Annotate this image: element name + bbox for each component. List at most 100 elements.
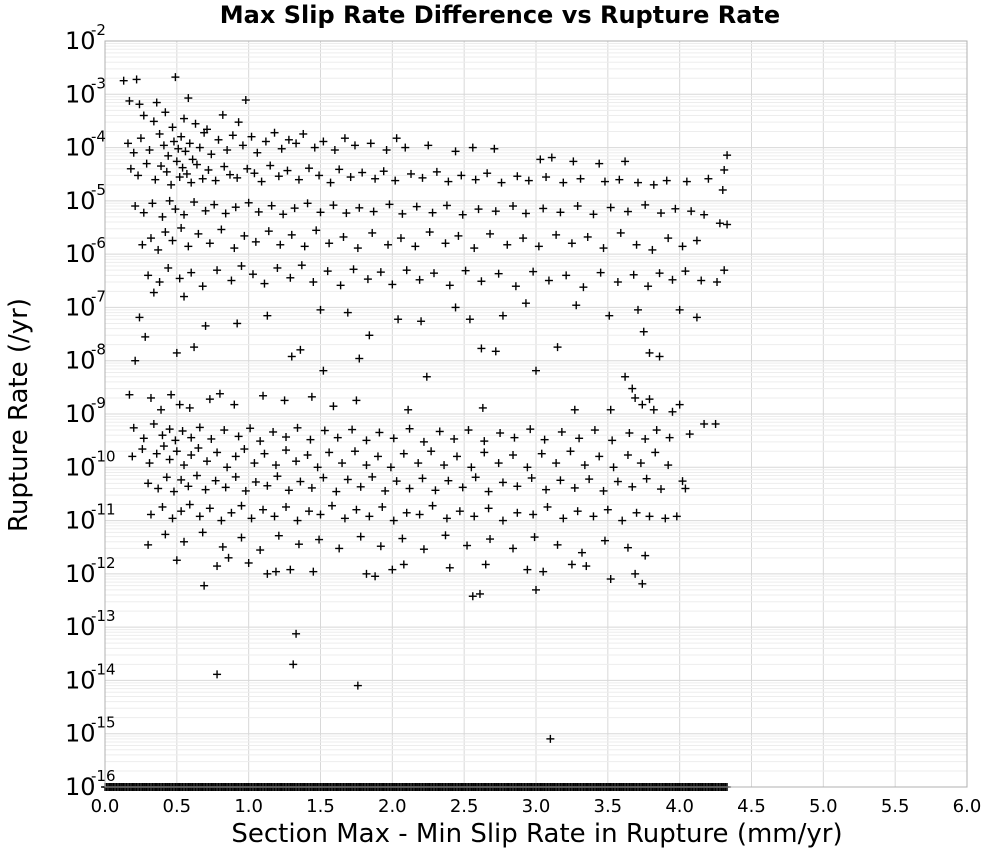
- data-point: [491, 347, 500, 356]
- data-point: [668, 407, 677, 416]
- data-point: [326, 178, 335, 187]
- data-point: [205, 504, 214, 513]
- data-point: [365, 512, 374, 521]
- data-point: [623, 207, 632, 216]
- data-point: [260, 449, 269, 458]
- data-point: [158, 502, 167, 511]
- data-point: [315, 171, 324, 180]
- data-point: [131, 202, 140, 211]
- data-point: [145, 459, 154, 468]
- data-point: [461, 266, 470, 275]
- data-point: [645, 395, 654, 404]
- data-point: [175, 274, 184, 283]
- data-point: [125, 390, 134, 399]
- data-point: [464, 426, 473, 435]
- data-point: [342, 209, 351, 218]
- data-point: [544, 276, 553, 285]
- data-point: [257, 177, 266, 186]
- data-point: [221, 209, 230, 218]
- y-tick-exponent: -15: [91, 714, 116, 732]
- data-point: [125, 96, 134, 105]
- data-point: [567, 239, 576, 248]
- data-point: [621, 157, 630, 166]
- data-point: [452, 452, 461, 461]
- data-point: [553, 540, 562, 549]
- data-point: [681, 484, 690, 493]
- data-point: [336, 281, 345, 290]
- grid-lines: [104, 40, 968, 788]
- data-point: [200, 128, 209, 137]
- data-point: [665, 433, 674, 442]
- data-point: [404, 405, 413, 414]
- data-point: [579, 283, 588, 292]
- data-point: [129, 148, 138, 157]
- data-point: [316, 208, 325, 217]
- data-point: [625, 428, 634, 437]
- data-point: [213, 266, 222, 275]
- data-point: [175, 173, 184, 182]
- data-point: [138, 240, 147, 249]
- data-point: [227, 508, 236, 517]
- data-point: [243, 164, 252, 173]
- data-point: [177, 132, 186, 141]
- data-point: [356, 532, 365, 541]
- data-point: [339, 232, 348, 241]
- data-point: [307, 392, 316, 401]
- data-point: [513, 482, 522, 491]
- data-point: [306, 435, 315, 444]
- data-point: [585, 475, 594, 484]
- data-point: [240, 445, 249, 454]
- data-point: [451, 147, 460, 156]
- data-point: [543, 502, 552, 511]
- data-point: [191, 119, 200, 128]
- data-point: [700, 210, 709, 219]
- data-point: [600, 177, 609, 186]
- data-point: [648, 245, 657, 254]
- data-point: [149, 117, 158, 126]
- data-point: [634, 178, 643, 187]
- data-point: [180, 114, 189, 123]
- data-point: [441, 239, 450, 248]
- data-point: [195, 423, 204, 432]
- data-point: [172, 157, 181, 166]
- data-point: [557, 427, 566, 436]
- data-point: [532, 366, 540, 375]
- data-point: [388, 565, 397, 574]
- data-point: [316, 510, 325, 519]
- data-point: [230, 244, 239, 253]
- data-point: [261, 137, 270, 146]
- data-point: [458, 483, 467, 492]
- data-point: [207, 434, 216, 443]
- data-point: [267, 201, 276, 210]
- data-point: [305, 507, 314, 516]
- data-point: [293, 423, 302, 432]
- data-point: [168, 514, 177, 523]
- data-point: [356, 482, 365, 491]
- data-point: [468, 143, 477, 152]
- data-point: [644, 282, 653, 291]
- data-point: [286, 273, 295, 282]
- data-point: [134, 171, 143, 180]
- data-point: [238, 141, 247, 150]
- data-point: [233, 319, 242, 328]
- data-point: [139, 434, 148, 443]
- data-point: [432, 167, 441, 176]
- data-point: [237, 261, 246, 270]
- data-point: [454, 231, 463, 240]
- data-point: [282, 502, 291, 511]
- data-point: [577, 548, 586, 557]
- data-point: [220, 426, 229, 435]
- data-point: [218, 110, 227, 119]
- data-point: [595, 452, 604, 461]
- data-point: [329, 201, 338, 210]
- data-point: [205, 395, 214, 404]
- data-point: [431, 486, 440, 495]
- data-point: [271, 567, 280, 576]
- data-point: [159, 141, 168, 150]
- x-tick-label: 5.0: [809, 796, 838, 817]
- y-tick-exponent: -9: [91, 394, 106, 412]
- data-point: [248, 270, 257, 279]
- data-point: [631, 393, 640, 402]
- data-point: [289, 660, 298, 669]
- data-point: [217, 516, 226, 525]
